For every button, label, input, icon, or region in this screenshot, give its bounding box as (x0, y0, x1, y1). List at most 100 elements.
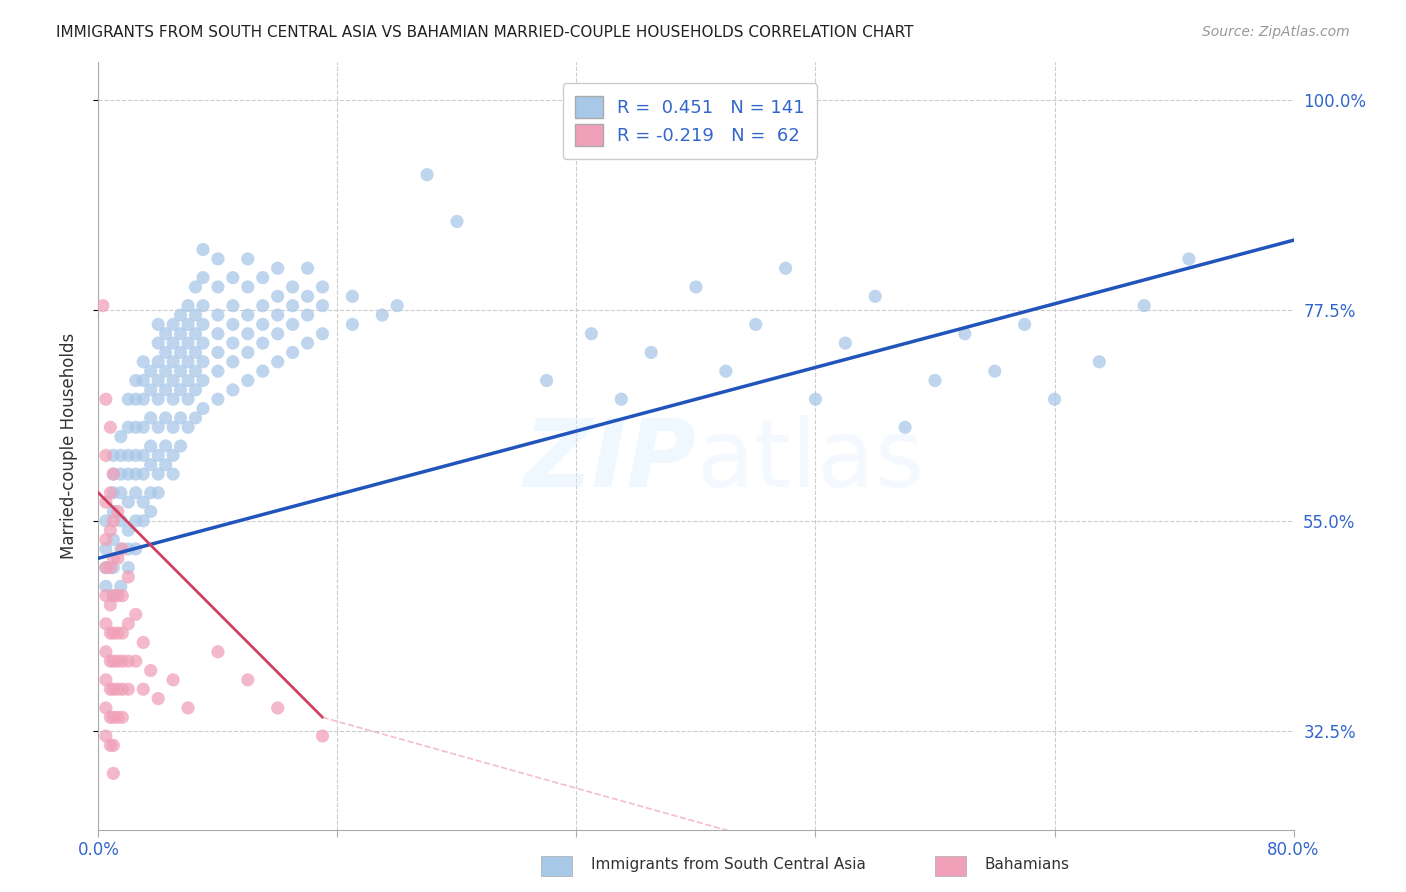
Point (110, 448, 132, 462)
Point (94, 560, 117, 574)
Point (191, 318, 214, 332)
Point (132, 495, 155, 509)
Point (775, 261, 797, 276)
Point (236, 345, 259, 359)
Point (139, 411, 162, 425)
Point (169, 308, 191, 322)
Point (311, 326, 333, 341)
Point (110, 467, 132, 481)
Point (103, 654, 125, 668)
Point (191, 355, 214, 369)
Point (110, 430, 132, 444)
Point (94, 514, 117, 528)
Point (162, 355, 184, 369)
Point (139, 664, 162, 678)
Point (191, 270, 214, 285)
Point (177, 299, 200, 313)
Point (98, 420, 122, 434)
Point (865, 289, 887, 303)
Point (236, 374, 259, 388)
Point (155, 411, 177, 425)
Point (252, 318, 274, 332)
Point (132, 448, 155, 462)
Point (94, 579, 117, 593)
Point (117, 682, 139, 697)
Point (94, 616, 117, 631)
Text: atlas: atlas (696, 416, 924, 508)
Point (207, 645, 229, 659)
Point (207, 392, 229, 407)
Point (252, 336, 274, 351)
Point (207, 345, 229, 359)
Point (132, 355, 155, 369)
Point (297, 336, 319, 351)
Point (207, 308, 229, 322)
Point (107, 682, 129, 697)
Point (236, 673, 259, 687)
Point (184, 411, 207, 425)
Point (98, 626, 122, 640)
Point (169, 411, 191, 425)
Point (125, 467, 148, 481)
Point (110, 514, 132, 528)
Point (252, 364, 274, 378)
Point (222, 299, 245, 313)
Point (117, 654, 139, 668)
Point (132, 514, 155, 528)
Point (103, 739, 125, 753)
Point (222, 270, 245, 285)
Point (117, 392, 139, 407)
Point (94, 701, 117, 715)
Point (98, 739, 122, 753)
Point (297, 289, 319, 303)
Point (125, 448, 148, 462)
Point (267, 308, 290, 322)
Point (148, 355, 170, 369)
Point (222, 336, 245, 351)
Point (103, 560, 125, 574)
Point (94, 448, 117, 462)
Point (236, 252, 259, 266)
Point (155, 364, 177, 378)
Point (148, 467, 170, 481)
Point (207, 326, 229, 341)
Point (1014, 318, 1036, 332)
Point (107, 710, 129, 724)
Point (117, 448, 139, 462)
Point (103, 589, 125, 603)
Point (94, 392, 117, 407)
Point (311, 280, 333, 294)
Point (117, 570, 139, 584)
Text: ZIP: ZIP (523, 416, 696, 508)
Point (103, 467, 125, 481)
Point (207, 252, 229, 266)
Point (103, 710, 125, 724)
Point (1178, 252, 1201, 266)
Point (107, 589, 129, 603)
Point (110, 541, 132, 556)
Point (155, 383, 177, 397)
Point (953, 326, 976, 341)
Point (132, 392, 155, 407)
Point (98, 598, 122, 612)
Point (103, 626, 125, 640)
Text: IMMIGRANTS FROM SOUTH CENTRAL ASIA VS BAHAMIAN MARRIED-COUPLE HOUSEHOLDS CORRELA: IMMIGRANTS FROM SOUTH CENTRAL ASIA VS BA… (56, 25, 914, 40)
Point (236, 308, 259, 322)
Point (103, 504, 125, 518)
Point (281, 318, 304, 332)
Point (416, 168, 439, 182)
Point (98, 485, 122, 500)
Point (162, 374, 184, 388)
Point (281, 280, 304, 294)
Point (111, 541, 134, 556)
Point (155, 345, 177, 359)
Point (169, 326, 191, 341)
Point (184, 383, 207, 397)
Point (177, 374, 200, 388)
Point (804, 392, 827, 407)
Point (191, 336, 214, 351)
Point (222, 355, 245, 369)
Point (236, 326, 259, 341)
Point (385, 299, 409, 313)
Point (98, 710, 122, 724)
